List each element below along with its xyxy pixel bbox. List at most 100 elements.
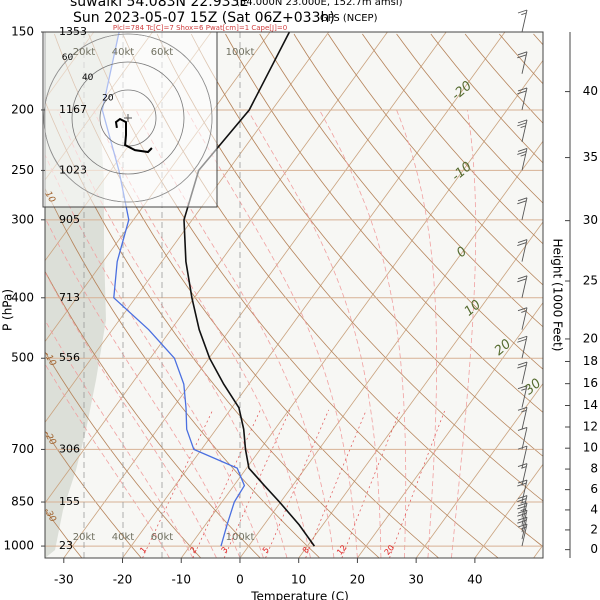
mixing-ratio-line [389, 409, 446, 558]
wind-barb [517, 335, 528, 359]
moist-adiabat [319, 109, 407, 558]
isotherm [45, 32, 330, 423]
wind-barb [517, 275, 528, 298]
barb-feather [520, 501, 526, 504]
barb-feather [517, 197, 528, 202]
barb-staff [521, 385, 528, 408]
y2-tick-label: 4 [590, 502, 598, 516]
barb-staff [521, 51, 528, 74]
barb-feather [517, 338, 527, 343]
moist-adiabat [57, 109, 288, 558]
isotherm [180, 59, 543, 558]
dry-adiabat [568, 34, 600, 558]
wind-barb [517, 426, 528, 450]
wind-barb [517, 479, 528, 503]
wind-barb [517, 51, 528, 74]
wind-barb [517, 406, 528, 430]
dry-adiabat [190, 33, 543, 457]
mixing-ratio-line [142, 409, 214, 558]
x-tick-label: -20 [113, 573, 133, 587]
indices: Plcl=784 Tc[C]=7 Shox=6 Pwat[cm]=1 Cape[… [113, 24, 287, 32]
moist-adiabat [247, 109, 382, 558]
location-note: (54.000N 23.000E, 152.7m amsl) [236, 0, 403, 8]
dry-adiabat [327, 33, 543, 286]
barb-feather [520, 153, 526, 157]
dry-adiabat [45, 351, 202, 558]
barb-staff [521, 446, 528, 469]
barb-staff [521, 463, 528, 486]
barb-feather [517, 479, 528, 484]
mixing-ratio-label: 8 [301, 545, 311, 555]
mixing-ratio-label: 5 [261, 545, 271, 555]
y2-tick-label: 0 [590, 542, 598, 556]
moist-adiabat [396, 109, 438, 558]
isotherm [474, 463, 543, 558]
hodograph-trace [114, 117, 153, 154]
wind-barb [517, 463, 528, 486]
height-label: 1167 [59, 103, 87, 116]
isotherm [45, 32, 388, 504]
hodograph-ring [71, 61, 185, 175]
height-label: 155 [59, 495, 80, 508]
mixing-ratio-line [305, 409, 367, 558]
dry-adiabat [464, 33, 543, 124]
barb-feather [517, 385, 528, 390]
mixing-ratio-label: 3 [220, 545, 230, 555]
barb-staff [521, 407, 528, 430]
dry-adiabat [362, 33, 543, 245]
barb-staff [521, 523, 528, 547]
barb-feather [517, 87, 528, 92]
barb-feather [517, 502, 528, 507]
y2-tick-label: 12 [583, 419, 598, 433]
height-label: 1023 [59, 163, 87, 176]
barb-feather [517, 498, 527, 502]
hodograph-ring [43, 33, 213, 203]
wind-scale-label: 40kt [112, 47, 135, 58]
isotherm [239, 140, 543, 558]
barb-feather [517, 242, 527, 247]
dry-adiabat [259, 33, 543, 370]
barb-feather [517, 275, 528, 280]
y2-tick-label: 10 [583, 441, 598, 455]
barb-feather [517, 307, 528, 312]
height-label: 306 [59, 442, 80, 455]
hodograph-ring-label: 20 [102, 93, 114, 103]
barb-feather [517, 200, 527, 205]
wind-barb [517, 9, 528, 33]
barb-feather [521, 310, 527, 313]
y2-axis-label: Height (1000 Feet) [551, 239, 565, 352]
y-tick-label: 150 [11, 25, 34, 39]
wind-scale-label: 40kt [112, 532, 135, 543]
barb-feather [517, 54, 527, 59]
dry-adiabat [293, 33, 543, 328]
wind-barb [517, 445, 528, 469]
barb-feather [517, 509, 528, 514]
dry-adiabat [430, 33, 543, 164]
barb-staff [521, 479, 528, 503]
moist-adiabat [93, 109, 311, 558]
wind-barb [517, 385, 528, 408]
y2-tick-label: 6 [590, 482, 598, 496]
x-tick-label: 10 [291, 573, 306, 587]
barb-feather [517, 505, 527, 510]
x-tick-label: 40 [467, 573, 482, 587]
mixing-ratio-line [265, 409, 330, 558]
moist-adiabat [135, 109, 335, 558]
moist-adiabat [45, 271, 217, 558]
barb-feather [517, 335, 528, 340]
barb-feather [517, 364, 527, 369]
barb-feather [521, 12, 527, 16]
y2-tick-label: 25 [583, 274, 598, 288]
height-label: 23 [59, 539, 73, 552]
plot-frame [44, 31, 544, 559]
barb-feather [521, 409, 527, 413]
wind-barb [517, 307, 528, 330]
barb-staff [521, 275, 528, 298]
height-label: 713 [59, 291, 80, 304]
y-tick-label: 1000 [3, 539, 34, 553]
x-tick-label: -30 [54, 573, 74, 587]
barb-feather [517, 523, 528, 528]
wind-scale-label: 20kt [73, 47, 96, 58]
barb-feather [517, 9, 528, 14]
height-label: 905 [59, 213, 80, 226]
